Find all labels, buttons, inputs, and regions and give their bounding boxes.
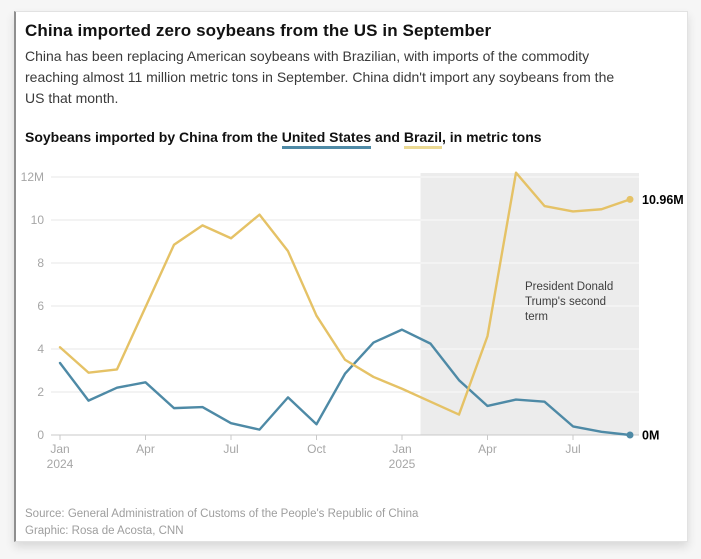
y-axis-tick-label: 12M [21,170,44,184]
chart-title-prefix: Soybeans imported by China from the [25,129,282,145]
chart-title-conjunction: and [371,129,404,145]
united-states-line [58,328,632,437]
united-states-end-label: 0M [642,429,659,443]
united-states-end-marker [626,431,634,439]
chart-title: Soybeans imported by China from the Unit… [25,127,677,149]
dek-line: China has been replacing American soybea… [25,48,590,64]
x-axis-tick-label: Jan [392,442,411,456]
annotation-text: Trump's second [525,296,606,308]
y-axis-tick-label: 6 [37,299,44,313]
x-axis-tick-label: Apr [136,442,155,456]
x-axis-year-label: 2025 [389,457,416,471]
x-axis-tick-label: Oct [307,442,326,456]
dek-line: reaching almost 11 million metric tons i… [25,69,615,85]
brazil-line [58,171,632,416]
article-card: China imported zero soybeans from the US… [14,11,688,542]
legend-united-states: United States [281,129,372,149]
brazil-end-label: 10.96M [642,193,684,207]
legend-brazil: Brazil [403,129,442,149]
x-axis-tick-label: Jan [50,442,69,456]
y-axis-tick-label: 4 [37,342,44,356]
chart-area: 12M 10 8 6 4 2 0 Jan 2024 Apr Jul Oct Jan 2025 Apr Jul P… [18,160,684,497]
x-axis-year-label: 2024 [47,457,74,471]
chart-title-suffix: , in metric tons [441,129,542,145]
dek-line: US that month. [25,90,119,106]
trump-second-term-region [420,173,639,435]
source-credit: Source: General Administration of Custom… [25,506,677,540]
x-axis-tick-label: Jul [565,442,580,456]
brazil-end-marker [626,195,634,203]
y-axis-tick-label: 8 [37,256,44,270]
source-line: Source: General Administration of Custom… [25,508,419,520]
y-axis-tick-label: 10 [31,213,45,227]
dek-text: China has been replacing American soybea… [25,46,677,109]
credit-line: Graphic: Rosa de Acosta, CNN [25,525,184,537]
y-axis-tick-label: 2 [37,385,44,399]
x-axis-tick-label: Apr [478,442,497,456]
x-axis-tick-label: Jul [223,442,238,456]
annotation-text: term [525,311,548,323]
page-title: China imported zero soybeans from the US… [25,21,492,40]
annotation-text: President Donald [525,281,613,293]
y-axis-tick-label: 0 [37,428,44,442]
